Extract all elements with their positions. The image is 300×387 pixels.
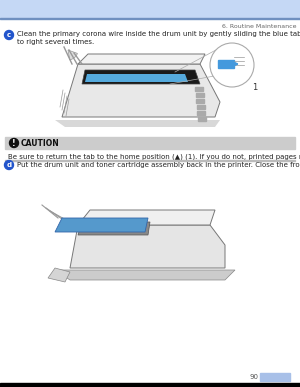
Bar bbox=[196, 99, 204, 103]
Bar bbox=[260, 373, 290, 381]
Wedge shape bbox=[68, 50, 77, 60]
Text: Be sure to return the tab to the home position (▲) (1). If you do not, printed p: Be sure to return the tab to the home po… bbox=[8, 153, 300, 159]
Polygon shape bbox=[82, 70, 200, 84]
Bar bbox=[0, 17, 300, 19]
Text: Clean the primary corona wire inside the drum unit by gently sliding the blue ta: Clean the primary corona wire inside the… bbox=[17, 31, 300, 45]
Bar bbox=[0, 383, 300, 387]
Circle shape bbox=[4, 31, 14, 39]
Text: !: ! bbox=[12, 139, 16, 147]
Polygon shape bbox=[55, 218, 148, 232]
Bar bbox=[195, 87, 203, 91]
Polygon shape bbox=[78, 222, 150, 235]
Bar bbox=[0, 0, 300, 18]
Text: 1: 1 bbox=[252, 83, 257, 92]
Text: 6. Routine Maintenance: 6. Routine Maintenance bbox=[221, 24, 296, 29]
Polygon shape bbox=[48, 268, 70, 282]
Bar bbox=[218, 60, 234, 68]
Text: c: c bbox=[7, 32, 11, 38]
Bar bbox=[196, 93, 203, 97]
Polygon shape bbox=[55, 270, 235, 280]
Bar bbox=[5, 137, 295, 149]
Bar bbox=[196, 105, 205, 109]
Text: 90: 90 bbox=[249, 374, 258, 380]
Circle shape bbox=[10, 139, 19, 147]
Text: Put the drum unit and toner cartridge assembly back in the printer. Close the fr: Put the drum unit and toner cartridge as… bbox=[17, 162, 300, 168]
Polygon shape bbox=[55, 120, 220, 127]
Polygon shape bbox=[62, 64, 220, 117]
Circle shape bbox=[4, 161, 14, 170]
Bar bbox=[5, 160, 295, 161]
Polygon shape bbox=[85, 74, 188, 82]
Polygon shape bbox=[70, 225, 225, 268]
Bar bbox=[197, 111, 205, 115]
Circle shape bbox=[210, 43, 254, 87]
Text: CAUTION: CAUTION bbox=[21, 139, 60, 147]
Polygon shape bbox=[78, 210, 215, 225]
Text: d: d bbox=[6, 162, 12, 168]
Polygon shape bbox=[78, 54, 205, 64]
Bar bbox=[197, 117, 206, 121]
